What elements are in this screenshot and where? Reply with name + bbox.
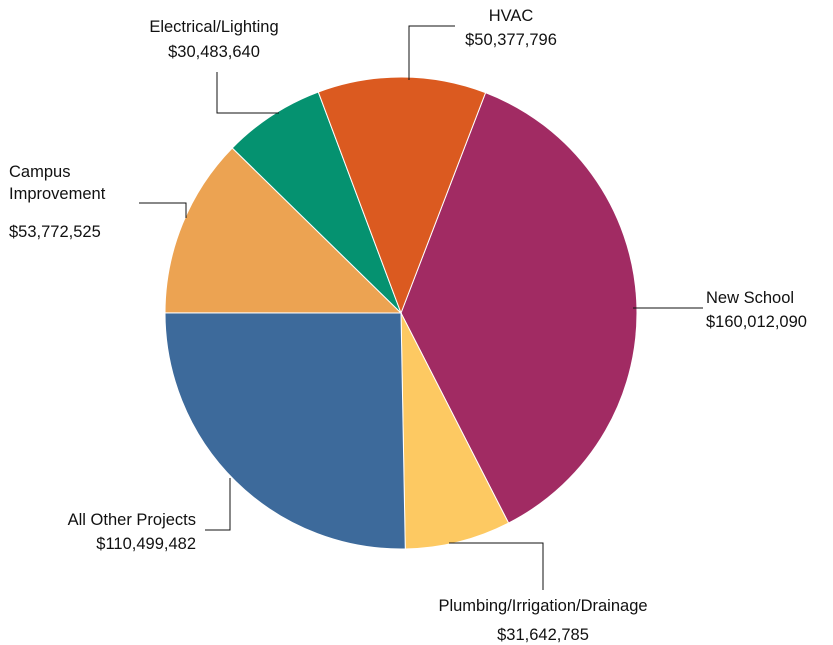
pie-slice-all-other-projects	[164, 312, 406, 550]
pie-slice-plumbing-irrigation-drainage	[400, 312, 510, 550]
pie-slice-campus-improvement	[164, 147, 403, 314]
label-campus-improvement-line2: Improvement	[9, 185, 106, 203]
value-all-other-projects: $110,499,482	[96, 535, 196, 553]
leader-line-hvac	[408, 25, 455, 80]
label-plumbing: Plumbing/Irrigation/Drainage	[438, 597, 647, 615]
value-campus-improvement: $53,772,525	[9, 223, 101, 241]
leader-line-all-other-projects	[205, 478, 231, 531]
value-hvac: $50,377,796	[465, 31, 557, 49]
value-electrical-lighting: $30,483,640	[168, 43, 260, 61]
label-all-other-projects: All Other Projects	[68, 511, 196, 529]
label-new-school: New School	[706, 289, 794, 307]
leader-line-electrical-lighting	[216, 72, 279, 114]
pie-slice-electrical-lighting	[231, 91, 402, 314]
pie-slice-new-school	[400, 92, 638, 524]
label-campus-improvement-line1: Campus	[9, 163, 70, 181]
leader-line-campus-improvement	[139, 202, 187, 218]
label-electrical-lighting: Electrical/Lighting	[149, 18, 278, 36]
value-new-school: $160,012,090	[706, 313, 807, 331]
label-hvac: HVAC	[489, 7, 534, 25]
leader-line-plumbing	[449, 542, 544, 590]
value-plumbing: $31,642,785	[497, 626, 589, 644]
leader-lines	[139, 25, 703, 590]
pie-slice-hvac	[317, 76, 487, 315]
slice-labels: New School $160,012,090 Plumbing/Irrigat…	[9, 7, 807, 644]
pie-slices	[164, 76, 638, 550]
